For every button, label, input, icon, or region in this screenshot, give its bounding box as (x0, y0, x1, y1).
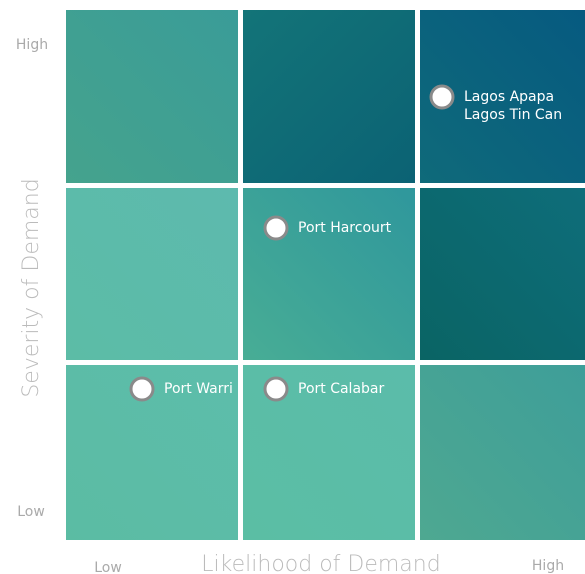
x-title: Likelihood of Demand (201, 552, 440, 574)
x-low: Low (94, 560, 122, 574)
port-label: Lagos Apapa (464, 89, 554, 105)
y-high: High (16, 37, 48, 53)
port-label: Port Harcourt (298, 220, 392, 236)
port-marker (263, 376, 289, 402)
x-high: High (532, 558, 564, 574)
port-marker (129, 376, 155, 402)
port-marker (263, 215, 289, 241)
matrix-cell (66, 10, 238, 183)
matrix-cell (243, 188, 415, 360)
port-label: Port Warri (164, 381, 233, 397)
port-marker (429, 84, 455, 110)
matrix-cell (243, 10, 415, 183)
y-low: Low (17, 504, 45, 520)
port-label: Lagos Tin Can (464, 107, 562, 123)
y-title: Severity of Demand (19, 178, 44, 397)
matrix-cell (420, 365, 585, 540)
port-label: Port Calabar (298, 381, 384, 397)
matrix-cell (66, 188, 238, 360)
matrix-cell (420, 188, 585, 360)
